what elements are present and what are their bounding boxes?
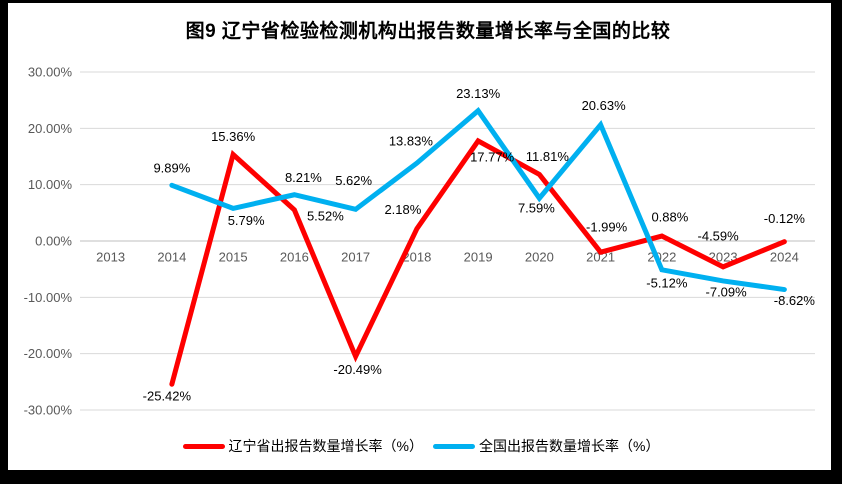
y-tick-label: 0.00% bbox=[35, 233, 72, 248]
x-tick-label: 2013 bbox=[96, 249, 125, 264]
series-line-national bbox=[169, 107, 787, 293]
x-tick-label: 2017 bbox=[341, 249, 370, 264]
series-line-liaoning bbox=[169, 137, 787, 387]
legend-swatch-liaoning-line bbox=[182, 443, 225, 449]
x-tick-label: 2021 bbox=[586, 249, 615, 264]
x-tick-label: 2019 bbox=[464, 249, 493, 264]
x-tick-label: 2018 bbox=[402, 249, 431, 264]
y-tick-label: 10.00% bbox=[28, 177, 73, 192]
x-tick-label: 2016 bbox=[280, 249, 309, 264]
data-label-national: 20.63% bbox=[582, 98, 627, 113]
data-label-liaoning: 15.36% bbox=[211, 129, 256, 144]
y-tick-label: 20.00% bbox=[28, 121, 73, 136]
data-label-liaoning: -25.42% bbox=[143, 389, 192, 404]
data-label-national: 5.62% bbox=[335, 173, 372, 188]
x-tick-label: 2014 bbox=[157, 249, 186, 264]
data-label-national: 7.59% bbox=[518, 201, 555, 216]
data-label-liaoning: -4.59% bbox=[698, 228, 740, 243]
data-label-liaoning: -20.49% bbox=[333, 362, 382, 377]
frame-border-right bbox=[831, 0, 842, 484]
data-label-liaoning: 17.77% bbox=[470, 149, 515, 164]
y-tick-label: -10.00% bbox=[24, 290, 73, 305]
data-label-national: -5.12% bbox=[646, 275, 688, 290]
x-tick-label: 2015 bbox=[219, 249, 248, 264]
y-tick-label: 30.00% bbox=[28, 64, 73, 79]
data-label-national: 23.13% bbox=[456, 86, 501, 101]
data-label-liaoning: 2.18% bbox=[384, 202, 421, 217]
frame-border-top bbox=[0, 0, 842, 3]
data-label-liaoning: -0.12% bbox=[764, 211, 806, 226]
x-tick-label: 2020 bbox=[525, 249, 554, 264]
frame-border-bottom bbox=[0, 470, 842, 484]
chart-title: 图9 辽宁省检验检测机构出报告数量增长率与全国的比较 bbox=[185, 21, 671, 42]
data-label-national: 8.21% bbox=[285, 170, 322, 185]
data-label-liaoning: 5.52% bbox=[307, 208, 344, 223]
y-tick-label: -20.00% bbox=[24, 346, 73, 361]
legend: 辽宁省出报告数量增长率（%） 全国出报告数量增长率（%） bbox=[0, 436, 842, 456]
y-tick-label: -30.00% bbox=[24, 402, 73, 417]
legend-item-national: 全国出报告数量增长率（%） bbox=[433, 436, 659, 456]
data-label-liaoning: 0.88% bbox=[651, 209, 688, 224]
legend-swatch-national-line bbox=[433, 443, 475, 449]
data-label-national: 5.79% bbox=[228, 213, 265, 228]
legend-label-liaoning: 辽宁省出报告数量增长率（%） bbox=[228, 438, 423, 454]
data-label-national: -7.09% bbox=[706, 284, 748, 299]
frame-border-left bbox=[0, 0, 8, 484]
data-label-liaoning: -1.99% bbox=[586, 220, 628, 235]
data-label-national: -8.62% bbox=[774, 293, 816, 308]
data-label-liaoning: 11.81% bbox=[526, 149, 570, 164]
data-label-national: 13.83% bbox=[389, 134, 434, 149]
legend-item-liaoning: 辽宁省出报告数量增长率（%） bbox=[182, 436, 423, 456]
data-label-national: 9.89% bbox=[153, 161, 190, 176]
legend-label-national: 全国出报告数量增长率（%） bbox=[479, 438, 660, 454]
x-tick-label: 2024 bbox=[770, 249, 799, 264]
